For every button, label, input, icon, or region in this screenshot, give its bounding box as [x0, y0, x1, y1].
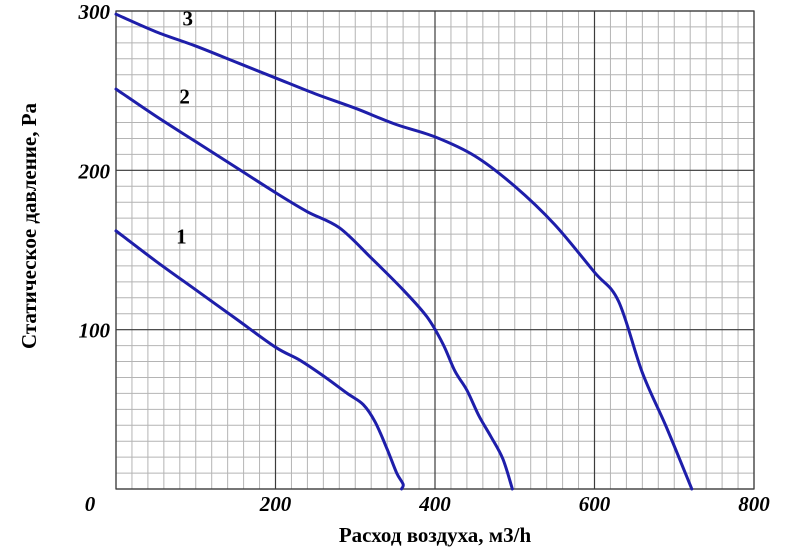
- y-tick-labels: 100 200 300: [78, 0, 111, 343]
- y-tick-label: 300: [78, 0, 111, 24]
- curves: [114, 12, 694, 491]
- curve-label-2: 2: [179, 84, 190, 108]
- y-tick-label: 200: [78, 159, 111, 183]
- y-tick-label: 100: [79, 319, 111, 343]
- x-tick-label: 400: [418, 492, 451, 516]
- x-tick-label: 800: [738, 492, 770, 516]
- minor-grid: [115, 10, 755, 490]
- curve-label-3: 3: [183, 6, 194, 30]
- curve-3: [114, 12, 694, 491]
- x-tick-label: 600: [579, 492, 611, 516]
- curve-labels: 1 2 3: [176, 6, 193, 248]
- y-axis-title: Статическое давление, Pa: [17, 102, 41, 349]
- curve-1: [114, 229, 405, 491]
- x-tick-label: 200: [259, 492, 292, 516]
- plot-area-frame: [115, 10, 755, 490]
- curve-label-1: 1: [176, 225, 187, 249]
- x-tick-labels: 0 200 400 600 800: [85, 492, 771, 516]
- x-tick-label: 0: [85, 492, 96, 516]
- curve-2: [114, 87, 514, 491]
- x-axis-title: Расход воздуха, м3/h: [339, 523, 532, 547]
